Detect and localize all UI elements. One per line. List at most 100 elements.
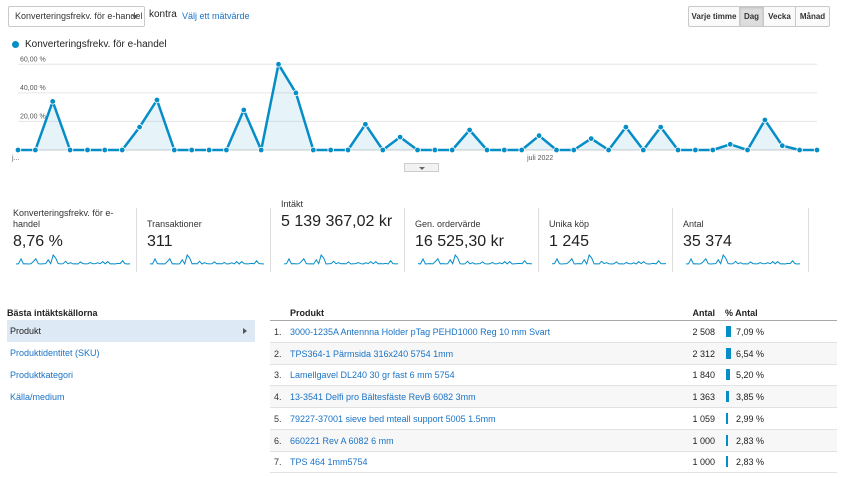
product-link[interactable]: 3000-1235A Antennna Holder pTag PEHD1000… <box>290 327 551 337</box>
data-point[interactable] <box>205 146 213 154</box>
collapse-chart-handle[interactable] <box>404 163 439 172</box>
data-point[interactable] <box>570 146 577 154</box>
row-quantity: 2 312 <box>692 348 715 359</box>
scorecard-value: 16 525,30 kr <box>415 233 504 250</box>
data-point[interactable] <box>674 146 682 154</box>
row-percent: 3,85 % <box>736 392 765 403</box>
data-point[interactable] <box>362 121 369 128</box>
source-item-source-medium[interactable]: Källa/medium <box>7 386 255 408</box>
scorecard-transactions[interactable]: Transaktioner 311 <box>147 196 271 272</box>
data-point[interactable] <box>327 146 334 154</box>
product-link[interactable]: 660221 Rev A 6082 6 mm <box>290 435 394 446</box>
scorecard-title: Antal <box>683 219 704 229</box>
scorecard-unique-purchases[interactable]: Unika köp 1 245 <box>549 196 673 272</box>
source-item-category[interactable]: Produktkategori <box>7 364 255 386</box>
data-point[interactable] <box>622 123 630 131</box>
data-point[interactable] <box>258 146 265 154</box>
data-point[interactable] <box>292 89 300 97</box>
sparkline <box>417 254 533 266</box>
week-button[interactable]: Vecka <box>764 6 796 27</box>
scorecard-value: 5 139 367,02 kr <box>281 213 393 230</box>
sparkline-path <box>551 254 667 266</box>
data-point[interactable] <box>14 146 22 154</box>
data-point[interactable] <box>449 146 456 154</box>
data-point[interactable] <box>118 146 126 154</box>
data-point[interactable] <box>310 146 317 154</box>
product-link[interactable]: TPS364-1 Pärmsida 316x240 5754 1mm <box>290 348 454 359</box>
percent-bar <box>726 391 729 403</box>
product-link[interactable]: TPS 464 1mm5754 <box>290 457 368 468</box>
sparkline <box>149 254 265 266</box>
data-point[interactable] <box>275 61 282 68</box>
data-point[interactable] <box>535 132 543 139</box>
data-point[interactable] <box>431 146 439 154</box>
data-point[interactable] <box>796 146 803 154</box>
data-point[interactable] <box>761 116 769 124</box>
percent-bar <box>726 347 731 359</box>
percent-bar <box>726 369 730 381</box>
product-table-header: Produkt Antal % Antal <box>270 308 837 321</box>
sparkline-path <box>283 254 399 265</box>
metric-select-label: Konverteringsfrekv. för e-handel <box>15 11 143 21</box>
scorecard-title: Konverteringsfrekv. för e-handel <box>13 208 114 229</box>
scorecard-title: Intäkt <box>281 199 304 209</box>
data-point[interactable] <box>518 146 525 154</box>
row-percent: 7,09 % <box>736 327 765 337</box>
choose-metric-link[interactable]: Välj ett mätvärde <box>182 11 250 21</box>
data-point[interactable] <box>66 146 74 154</box>
row-quantity: 1 840 <box>692 370 715 381</box>
month-button[interactable]: Månad <box>796 6 830 27</box>
data-point[interactable] <box>188 146 195 154</box>
data-point[interactable] <box>640 146 647 154</box>
scorecard-title: Gen. ordervärde <box>415 219 481 229</box>
data-point[interactable] <box>344 146 352 154</box>
data-point[interactable] <box>396 133 404 141</box>
source-item-sku[interactable]: Produktidentitet (SKU) <box>7 342 255 364</box>
data-point[interactable] <box>379 146 386 154</box>
data-point[interactable] <box>657 123 664 131</box>
row-index: 1. <box>274 327 282 337</box>
data-point[interactable] <box>240 106 247 114</box>
data-point[interactable] <box>553 146 560 154</box>
product-link[interactable]: 79227-37001 sieve bed mteall support 500… <box>290 413 496 424</box>
scorecard-quantity[interactable]: Antal 35 374 <box>683 196 809 272</box>
data-point[interactable] <box>779 142 786 149</box>
metric-select[interactable]: Konverteringsfrekv. för e-handel <box>8 6 145 27</box>
scorecard-revenue[interactable]: Intäkt 5 139 367,02 kr <box>281 196 405 272</box>
data-point[interactable] <box>32 146 39 154</box>
data-point[interactable] <box>744 146 751 154</box>
row-quantity: 1 363 <box>692 392 715 403</box>
data-point[interactable] <box>588 135 595 142</box>
data-point[interactable] <box>84 146 91 154</box>
data-point[interactable] <box>414 146 421 154</box>
sparkline-path <box>685 254 801 265</box>
data-point[interactable] <box>605 146 612 154</box>
row-percent: 2,83 % <box>736 457 765 468</box>
scorecard-avg-order-value[interactable]: Gen. ordervärde 16 525,30 kr <box>415 196 539 272</box>
data-point[interactable] <box>171 146 178 154</box>
data-point[interactable] <box>692 146 699 154</box>
data-point[interactable] <box>101 146 108 154</box>
sparkline <box>283 254 399 265</box>
data-point[interactable] <box>813 146 821 154</box>
data-point[interactable] <box>709 146 716 154</box>
data-point[interactable] <box>483 146 491 154</box>
sparkline-path <box>149 254 265 266</box>
data-point[interactable] <box>466 126 473 134</box>
product-link[interactable]: 13-3541 Delfi pro Bältesfäste RevB 6082 … <box>290 392 476 403</box>
data-point[interactable] <box>223 146 230 154</box>
data-point[interactable] <box>136 123 143 131</box>
data-point[interactable] <box>727 141 734 148</box>
y-tick-label: 60,00 % <box>20 56 46 63</box>
product-link[interactable]: Lamellgavel DL240 30 gr fast 6 mm 5754 <box>290 370 455 381</box>
row-index: 3. <box>274 370 282 381</box>
data-point[interactable] <box>153 96 161 104</box>
scorecard-conversion-rate[interactable]: Konverteringsfrekv. för e-handel 8,76 % <box>13 196 137 272</box>
row-percent: 2,99 % <box>736 413 765 424</box>
y-tick-label: 40,00 % <box>20 85 46 92</box>
data-point[interactable] <box>501 146 508 154</box>
data-point[interactable] <box>49 98 56 105</box>
day-button[interactable]: Dag <box>740 6 764 27</box>
source-item-product[interactable]: Produkt <box>7 320 255 342</box>
hourly-button[interactable]: Varje timme <box>688 6 740 27</box>
